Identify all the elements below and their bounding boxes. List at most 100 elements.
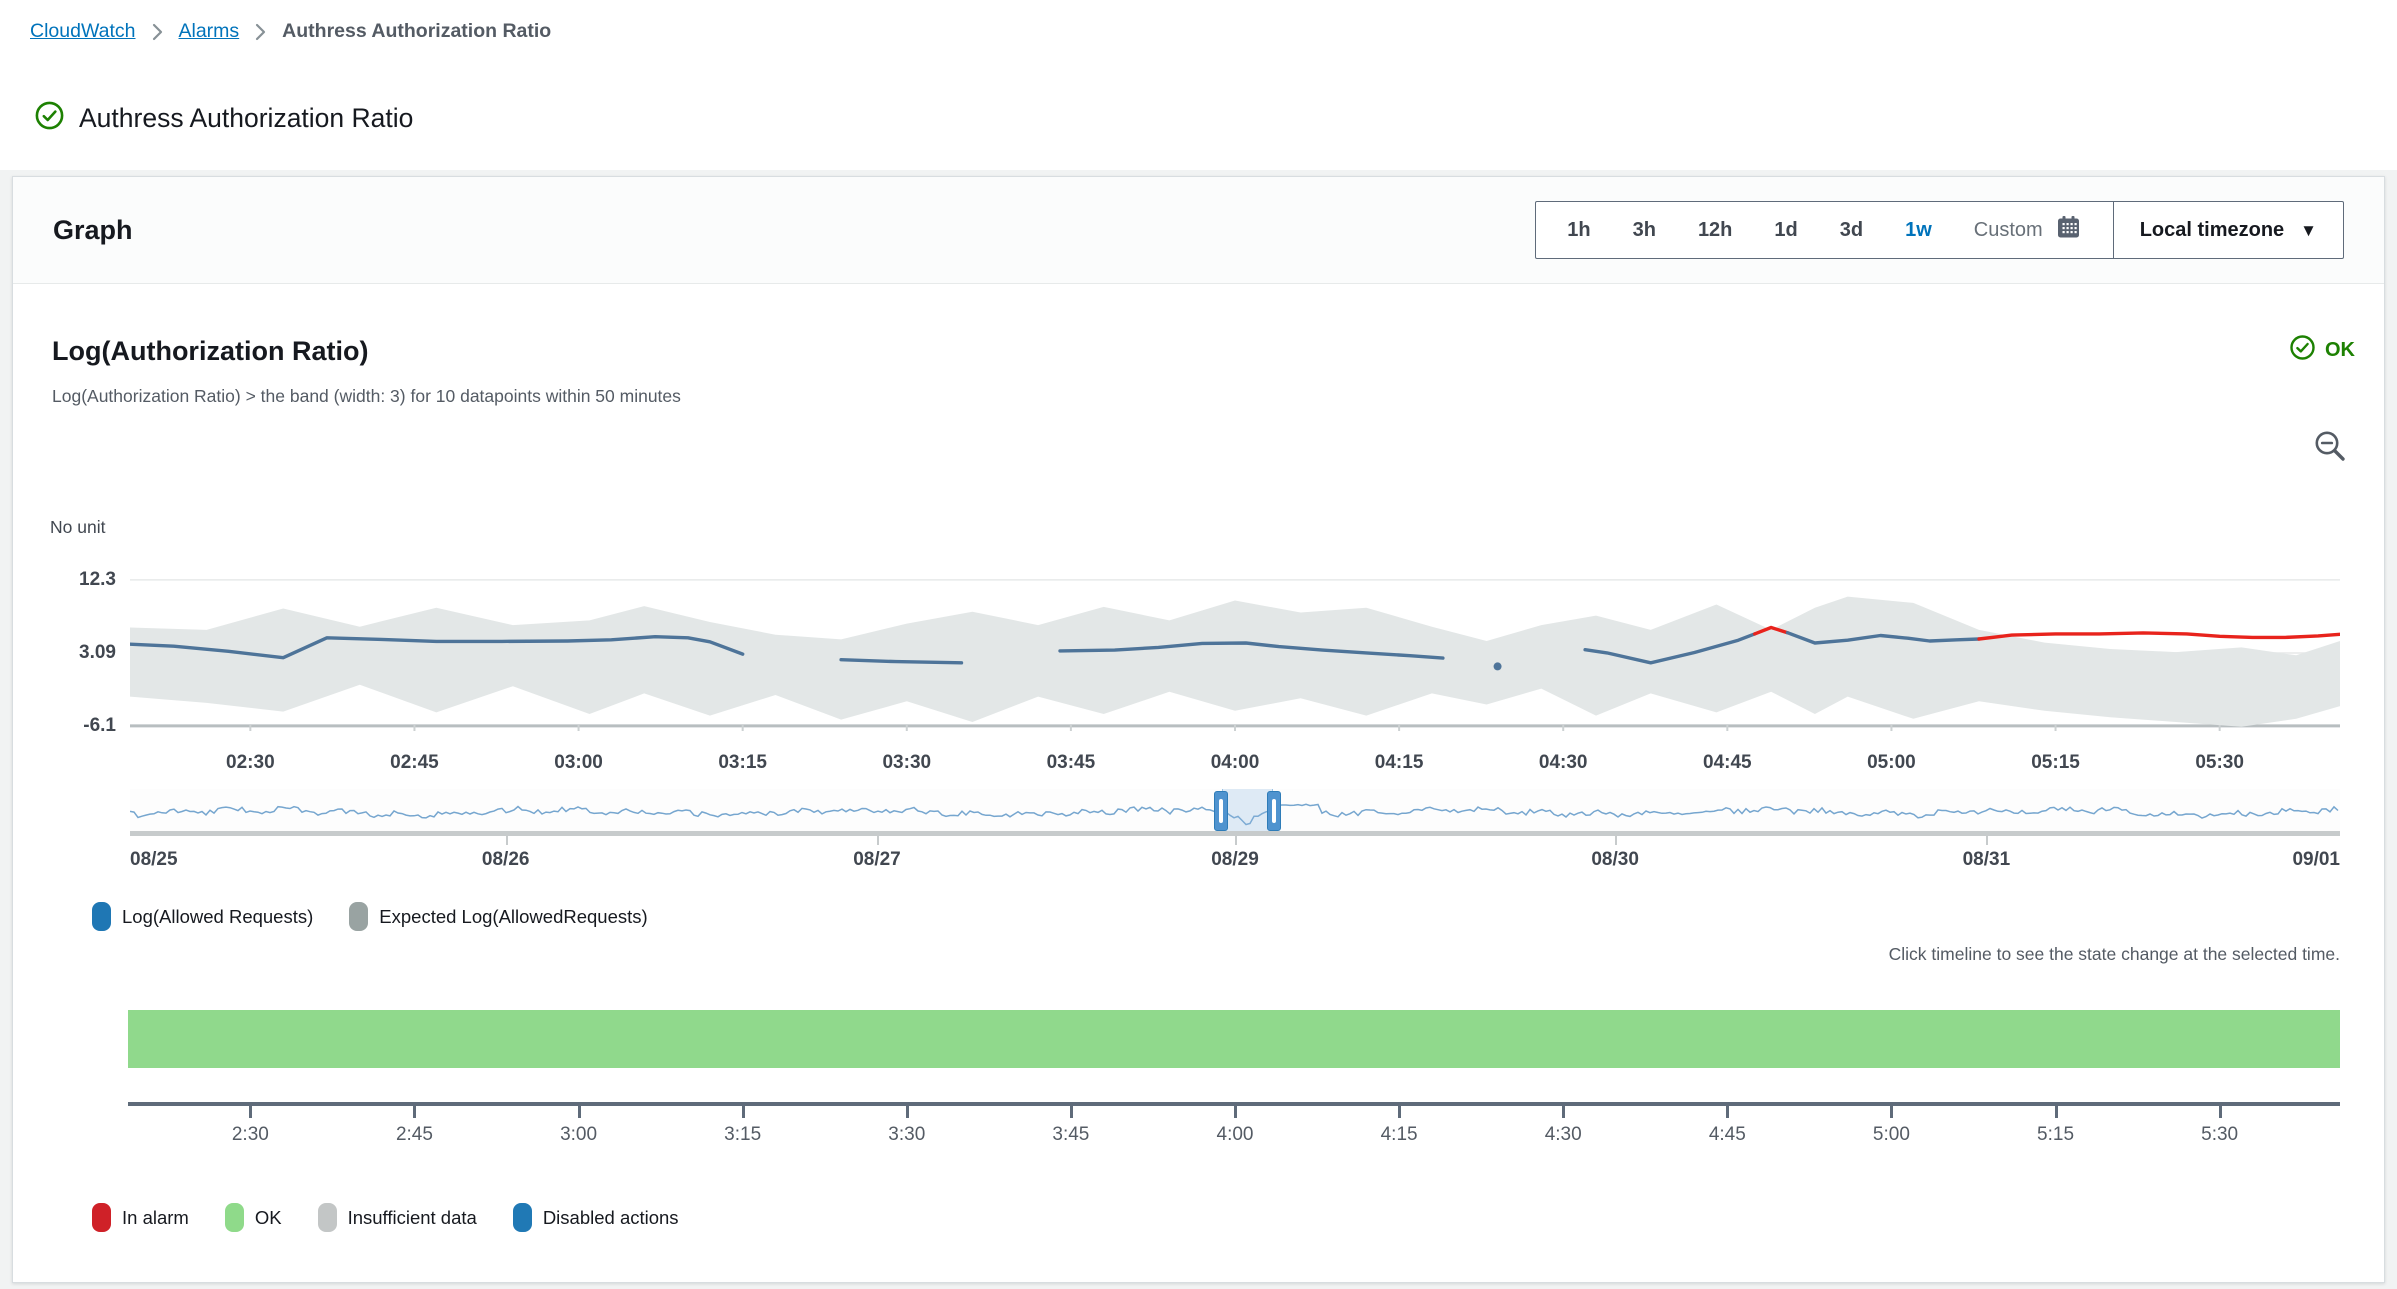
widget-title: Log(Authorization Ratio) [52, 336, 369, 366]
state-tick [1562, 1106, 1566, 1118]
graph-panel: Graph 1h 3h 12h 1d 3d 1w Custom Local timezone… [12, 176, 2385, 1283]
date-label: 08/30 [1591, 849, 1639, 870]
minimap-line [129, 803, 2339, 826]
state-tick [1726, 1106, 1730, 1118]
state-legend: In alarm OK Insufficient data Disabled acti… [92, 1203, 679, 1232]
time-range-button-12h[interactable]: 12h [1677, 202, 1753, 258]
x-axis-label: 04:30 [1538, 752, 1588, 773]
state-tick [1398, 1106, 1402, 1118]
y-axis-label: 3.09 [79, 642, 116, 663]
x-axis-label: 03:45 [1046, 752, 1096, 773]
metric-line-segment [1785, 631, 1981, 645]
breadcrumb-current: Authress Authorization Ratio [282, 20, 552, 42]
x-axis-label: 02:45 [390, 752, 439, 773]
breadcrumb-separator-icon [255, 23, 266, 41]
state-tick [1890, 1106, 1894, 1118]
time-range-group: 1h 3h 12h 1d 3d 1w Custom [1536, 202, 2112, 258]
state-tick [1069, 1106, 1073, 1118]
state-tick [2054, 1106, 2058, 1118]
x-axis-label: 02:30 [226, 752, 275, 773]
x-axis-label: 04:00 [1210, 752, 1260, 773]
page-title: Authress Authorization Ratio [79, 102, 414, 133]
y-axis-label: 12.3 [79, 568, 116, 590]
time-range-button-custom[interactable]: Custom [1953, 202, 2103, 258]
timezone-selector[interactable]: Local timezone ▼ [2112, 202, 2343, 258]
state-axis-label: 5:30 [2201, 1124, 2239, 1145]
date-label: 08/27 [853, 849, 901, 870]
date-label: 08/25 [130, 849, 178, 870]
legend-label: In alarm [122, 1206, 189, 1228]
timezone-label: Local timezone [2139, 218, 2285, 241]
legend-item: Insufficient data [317, 1203, 477, 1232]
state-axis-label: 4:15 [1380, 1124, 1418, 1145]
y-axis-label: -6.1 [83, 714, 116, 736]
brush-handle-left[interactable] [1213, 791, 1228, 831]
time-range-button-1d[interactable]: 1d [1753, 202, 1818, 258]
graph-panel-header: Graph 1h 3h 12h 1d 3d 1w Custom Local timezone… [13, 177, 2384, 284]
alarm-line-segment [1977, 631, 2340, 641]
state-axis-label: 3:00 [560, 1124, 598, 1145]
state-tick [2218, 1106, 2222, 1118]
x-axis-label: 03:30 [882, 752, 932, 773]
breadcrumb-link[interactable]: CloudWatch [30, 20, 136, 42]
x-axis-label: 05:15 [2031, 752, 2080, 773]
metric-line-segment [130, 635, 745, 660]
alarm-ok-status-icon [34, 100, 65, 136]
alarm-condition: Log(Authorization Ratio) > the band (wid… [52, 386, 681, 406]
state-tick [905, 1106, 909, 1118]
x-axis-label: 04:45 [1703, 752, 1752, 773]
legend-swatch [92, 1203, 111, 1232]
metric-line-segment [1058, 641, 1445, 660]
state-segment-ok[interactable] [128, 1010, 2340, 1068]
state-axis-label: 5:00 [1872, 1124, 1910, 1145]
legend-item[interactable]: Log(Allowed Requests) [92, 902, 313, 931]
date-label: 09/01 [2292, 849, 2340, 870]
time-range-button-3h[interactable]: 3h [1612, 202, 1677, 258]
ok-status-label: OK [2325, 338, 2355, 361]
date-tick [1986, 836, 1989, 845]
ok-status-badge: OK [2289, 334, 2355, 366]
state-axis-label: 2:30 [231, 1124, 269, 1145]
state-axis-label: 4:30 [1544, 1124, 1582, 1145]
x-axis-label: 05:30 [2195, 752, 2244, 773]
state-axis-label: 3:15 [724, 1124, 762, 1145]
time-range-button-3d[interactable]: 3d [1819, 202, 1884, 258]
legend-item[interactable]: Expected Log(AllowedRequests) [349, 902, 648, 931]
state-axis-label: 2:45 [395, 1124, 433, 1145]
state-axis-label: 4:45 [1708, 1124, 1746, 1145]
date-label: 08/31 [1962, 849, 2011, 870]
timeline-hint: Click timeline to see the state change a… [1888, 944, 2340, 964]
legend-item: OK [224, 1203, 282, 1232]
panel-title: Graph [53, 214, 133, 245]
legend-swatch [92, 902, 111, 931]
page-title-row: Authress Authorization Ratio [34, 100, 413, 136]
zoom-out-icon [2315, 431, 2345, 461]
state-axis-label: 3:45 [1052, 1124, 1090, 1145]
legend-label: OK [254, 1206, 282, 1228]
date-tick [876, 836, 879, 845]
brush-selection[interactable] [1221, 789, 1273, 831]
x-axis-label: 05:00 [1867, 752, 1916, 773]
zoom-out-button[interactable] [2312, 428, 2350, 466]
time-range-button-1w[interactable]: 1w [1884, 202, 1953, 258]
metric-line-segment [1583, 632, 1757, 665]
main-chart[interactable] [130, 565, 2340, 731]
legend-label: Log(Allowed Requests) [122, 905, 314, 927]
legend-item: In alarm [92, 1203, 189, 1232]
metric-point [1493, 662, 1502, 671]
state-tick [413, 1106, 417, 1118]
alarm-state-bar[interactable] [128, 1010, 2340, 1068]
state-tick [249, 1106, 253, 1118]
minimap-timeline[interactable] [129, 789, 2340, 836]
time-range-button-1h[interactable]: 1h [1546, 202, 1611, 258]
date-tick [1235, 836, 1237, 845]
state-axis-label: 3:30 [888, 1124, 926, 1145]
x-axis-label: 03:00 [554, 752, 603, 773]
state-axis-label: 4:00 [1216, 1124, 1254, 1145]
legend-swatch [317, 1203, 337, 1232]
brush-handle-right[interactable] [1266, 791, 1281, 831]
legend-label: Disabled actions [542, 1206, 679, 1228]
breadcrumb-link[interactable]: Alarms [178, 20, 240, 42]
legend-swatch [349, 902, 369, 931]
